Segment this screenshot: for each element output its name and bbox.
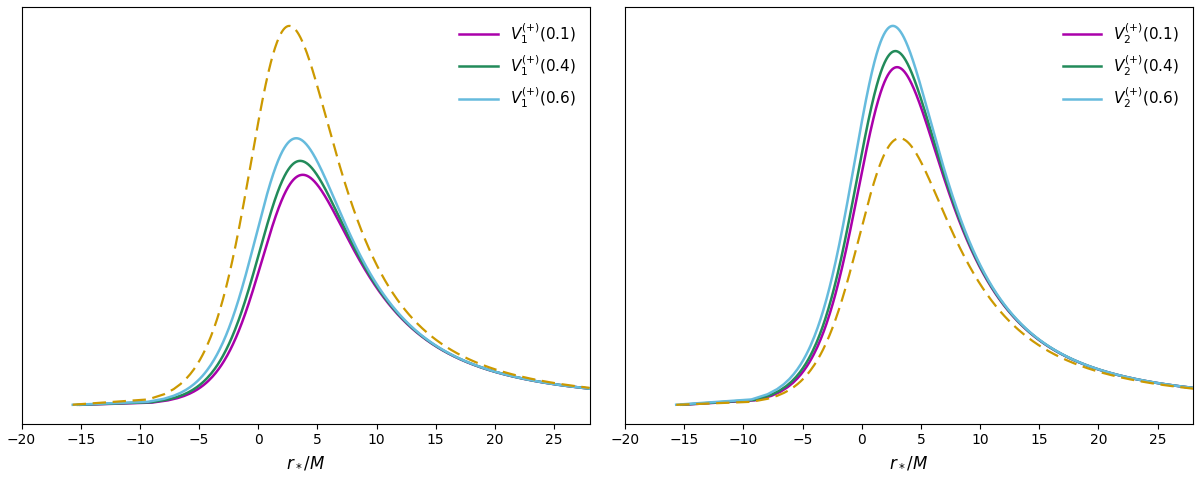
$V_2^{(+)}(0.1)$ (881, 71, 895, 77)
$V_2^{(+)}(0.1)$ (677, 402, 691, 408)
Legend: $V_1^{(+)}(0.1)$, $V_1^{(+)}(0.4)$, $V_1^{(+)}(0.6)$: $V_1^{(+)}(0.1)$, $V_1^{(+)}(0.4)$, $V_1… (454, 15, 582, 117)
$V_2^{(+)}(0.6)$ (979, 274, 994, 280)
$V_2^{(+)}(0.6)$ (668, 402, 683, 408)
$V_2^{(+)}(0.4)$ (1026, 332, 1040, 338)
$V_2^{(+)}(0.4)$ (1042, 344, 1056, 349)
$V_1^{(+)}(0.4)$ (496, 371, 510, 377)
$V_2^{(+)}(0.1)$ (1031, 337, 1045, 342)
$V_2^{(+)}(0.4)$ (1148, 380, 1163, 386)
$V_1^{(+)}(0.4)$ (563, 383, 577, 389)
$V_1^{(+)}(0.6)$ (376, 291, 390, 296)
Line: $V_1^{(+)}(0.6)$: $V_1^{(+)}(0.6)$ (73, 138, 601, 405)
Line: $V_2^{(+)}(0.1)$: $V_2^{(+)}(0.1)$ (684, 67, 1200, 405)
$V_1^{(+)}(0.4)$ (594, 387, 608, 393)
Line: $V_1^{(+)}(0.4)$: $V_1^{(+)}(0.4)$ (78, 161, 601, 405)
$V_2^{(+)}(0.6)$ (1079, 362, 1093, 368)
Line: $V_2^{(+)}(0.6)$: $V_2^{(+)}(0.6)$ (676, 26, 1200, 405)
$V_2^{(+)}(0.6)$ (1198, 386, 1200, 392)
$V_2^{(+)}(0.6)$ (1070, 359, 1085, 365)
$V_2^{(+)}(0.4)$ (888, 48, 902, 54)
$V_1^{(+)}(0.6)$ (430, 343, 444, 349)
$V_1^{(+)}(0.4)$ (293, 158, 307, 164)
$V_2^{(+)}(0.1)$ (1184, 385, 1199, 391)
$V_1^{(+)}(0.6)$ (475, 365, 490, 370)
$V_1^{(+)}(0.6)$ (289, 135, 304, 141)
$V_1^{(+)}(0.6)$ (594, 387, 608, 392)
$V_1^{(+)}(0.1)$ (347, 248, 361, 254)
$V_2^{(+)}(0.6)$ (1112, 372, 1127, 378)
X-axis label: $r_*/M$: $r_*/M$ (286, 453, 325, 471)
$V_1^{(+)}(0.4)$ (71, 402, 85, 408)
$V_2^{(+)}(0.1)$ (950, 214, 965, 220)
$V_1^{(+)}(0.4)$ (438, 349, 452, 355)
$V_1^{(+)}(0.1)$ (594, 387, 608, 393)
$V_2^{(+)}(0.4)$ (1099, 369, 1114, 375)
$V_2^{(+)}(0.1)$ (890, 65, 905, 70)
$V_1^{(+)}(0.6)$ (590, 387, 605, 392)
$V_2^{(+)}(0.4)$ (1198, 386, 1200, 392)
$V_1^{(+)}(0.6)$ (509, 374, 523, 380)
$V_2^{(+)}(0.1)$ (1198, 386, 1200, 392)
Line: $V_2^{(+)}(0.4)$: $V_2^{(+)}(0.4)$ (682, 51, 1200, 405)
$V_2^{(+)}(0.1)$ (1025, 331, 1039, 337)
X-axis label: $r_*/M$: $r_*/M$ (889, 453, 929, 471)
$V_1^{(+)}(0.4)$ (545, 381, 559, 387)
$V_1^{(+)}(0.4)$ (422, 339, 437, 345)
$V_2^{(+)}(0.4)$ (1166, 382, 1181, 388)
$V_1^{(+)}(0.4)$ (347, 245, 361, 251)
Line: $V_1^{(+)}(0.1)$: $V_1^{(+)}(0.1)$ (80, 175, 601, 405)
$V_1^{(+)}(0.1)$ (581, 386, 595, 391)
$V_1^{(+)}(0.1)$ (421, 338, 436, 344)
$V_2^{(+)}(0.1)$ (1006, 314, 1020, 319)
$V_1^{(+)}(0.6)$ (467, 362, 481, 368)
$V_1^{(+)}(0.6)$ (66, 402, 80, 408)
$V_1^{(+)}(0.1)$ (73, 402, 88, 408)
Legend: $V_2^{(+)}(0.1)$, $V_2^{(+)}(0.4)$, $V_2^{(+)}(0.6)$: $V_2^{(+)}(0.1)$, $V_2^{(+)}(0.4)$, $V_2… (1057, 15, 1186, 117)
$V_2^{(+)}(0.4)$ (674, 402, 689, 408)
$V_2^{(+)}(0.6)$ (1033, 337, 1048, 343)
$V_1^{(+)}(0.1)$ (295, 172, 310, 178)
$V_2^{(+)}(0.6)$ (886, 23, 900, 29)
$V_1^{(+)}(0.1)$ (427, 343, 442, 348)
$V_2^{(+)}(0.4)$ (950, 212, 965, 218)
$V_1^{(+)}(0.1)$ (278, 190, 293, 196)
$V_2^{(+)}(0.6)$ (1194, 386, 1200, 391)
$V_1^{(+)}(0.1)$ (402, 324, 416, 329)
